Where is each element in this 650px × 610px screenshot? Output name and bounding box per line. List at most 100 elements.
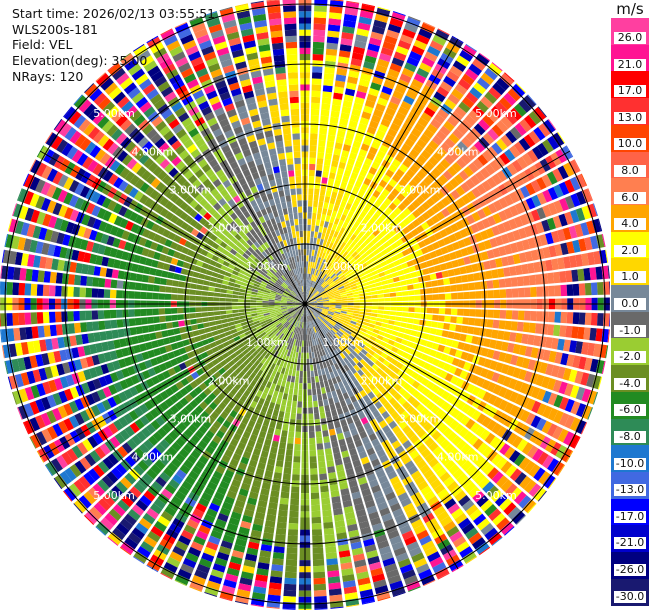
radar-cell bbox=[340, 292, 347, 296]
radar-cell bbox=[327, 292, 334, 296]
radar-cell bbox=[342, 379, 349, 387]
radar-cell bbox=[552, 168, 564, 182]
radar-cell bbox=[369, 195, 377, 204]
radar-cell bbox=[331, 104, 341, 112]
radar-cell bbox=[326, 391, 333, 399]
radar-cell bbox=[319, 289, 325, 294]
radar-cell bbox=[401, 339, 409, 346]
radar-cell bbox=[365, 272, 373, 278]
radar-cell bbox=[330, 490, 340, 498]
radar-cell bbox=[284, 577, 297, 585]
radar-cell bbox=[360, 234, 368, 242]
radar-cell bbox=[389, 311, 397, 316]
radar-cell bbox=[327, 178, 335, 186]
radar-cell bbox=[569, 255, 577, 268]
radar-cell bbox=[315, 176, 322, 183]
radar-cell bbox=[572, 239, 581, 253]
radar-cell bbox=[421, 211, 431, 221]
radar-cell bbox=[499, 152, 511, 165]
radar-cell bbox=[527, 94, 537, 105]
radar-cell bbox=[338, 264, 345, 271]
radar-cell bbox=[400, 100, 412, 111]
radar-cell bbox=[368, 433, 378, 442]
radar-cell bbox=[322, 509, 332, 517]
radar-cell bbox=[301, 346, 304, 353]
radar-cell bbox=[583, 267, 591, 281]
radar-cell bbox=[353, 372, 361, 380]
radar-cell bbox=[318, 226, 324, 233]
radar-cell bbox=[389, 220, 398, 229]
radar-cell bbox=[316, 297, 323, 300]
radar-cell bbox=[516, 156, 528, 170]
radar-cell bbox=[411, 380, 421, 389]
radar-cell bbox=[470, 374, 480, 385]
radar-cell bbox=[401, 143, 412, 153]
radar-cell bbox=[201, 296, 208, 301]
radar-cell bbox=[318, 201, 324, 208]
radar-cell bbox=[396, 349, 404, 356]
radar-cell bbox=[413, 283, 420, 290]
radar-cell bbox=[327, 366, 333, 373]
radar-cell bbox=[519, 214, 529, 226]
radar-cell bbox=[358, 259, 366, 266]
radar-cell bbox=[554, 351, 563, 364]
radar-cell bbox=[310, 280, 313, 287]
radar-cell bbox=[326, 184, 333, 192]
radar-cell bbox=[372, 387, 380, 396]
radar-cell bbox=[491, 124, 504, 137]
radar-cell bbox=[345, 316, 352, 321]
radar-cell bbox=[466, 383, 476, 394]
radar-cell bbox=[312, 313, 317, 319]
radar-cell bbox=[466, 353, 475, 363]
radar-cell bbox=[329, 300, 336, 302]
radar-cell bbox=[350, 114, 360, 123]
radar-cell bbox=[368, 349, 376, 356]
radar-cell bbox=[437, 488, 449, 500]
radar-cell bbox=[487, 394, 498, 405]
radar-cell bbox=[456, 197, 466, 208]
radar-cell bbox=[311, 523, 322, 530]
radar-cell bbox=[308, 280, 311, 287]
radar-cell bbox=[334, 80, 346, 88]
radar-cell bbox=[530, 311, 537, 322]
radar-cell bbox=[380, 260, 388, 267]
radar-cell bbox=[583, 327, 591, 341]
radar-cell bbox=[504, 72, 515, 82]
radar-cell bbox=[273, 546, 285, 554]
radar-cell bbox=[416, 170, 427, 180]
radar-cell bbox=[324, 285, 331, 291]
radar-cell bbox=[533, 467, 546, 482]
radar-cell bbox=[128, 291, 135, 299]
radar-cell bbox=[427, 45, 441, 57]
radar-cell bbox=[316, 318, 321, 324]
radar-cell bbox=[381, 188, 390, 198]
radar-cell bbox=[314, 225, 320, 232]
radar-cell bbox=[316, 437, 323, 444]
radar-cell bbox=[500, 116, 513, 129]
radar-cell bbox=[353, 294, 360, 298]
radar-cell bbox=[457, 239, 466, 249]
radar-cell bbox=[572, 312, 580, 325]
radar-cell bbox=[375, 252, 383, 259]
radar-cell bbox=[342, 350, 349, 357]
radar-cell bbox=[414, 295, 421, 301]
radar-cell bbox=[250, 310, 257, 314]
radar-cell bbox=[417, 154, 428, 165]
radar-cell bbox=[43, 325, 51, 337]
radar-cell bbox=[315, 170, 322, 177]
radar-cell bbox=[306, 236, 310, 244]
radar-cell bbox=[496, 170, 508, 182]
radar-cell bbox=[463, 361, 472, 371]
radar-cell bbox=[469, 254, 477, 264]
radar-cell bbox=[474, 232, 483, 243]
radar-cell bbox=[341, 298, 348, 301]
radar-cell bbox=[313, 571, 326, 579]
radar-cell bbox=[390, 242, 399, 250]
radar-cell bbox=[481, 416, 492, 428]
radar-cell bbox=[331, 243, 337, 251]
radar-cell bbox=[500, 479, 513, 492]
radar-cell bbox=[509, 266, 517, 276]
radar-cell bbox=[396, 252, 404, 259]
radar-cell bbox=[380, 228, 389, 237]
radar-cell bbox=[459, 49, 474, 62]
